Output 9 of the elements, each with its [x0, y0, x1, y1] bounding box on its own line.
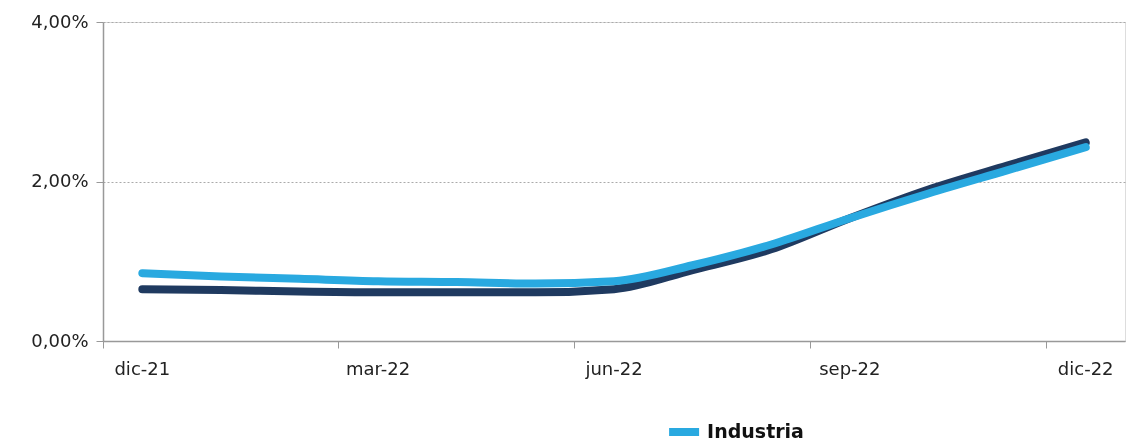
- legend-label: Industria: [707, 420, 804, 439]
- x-tick-label: dic-21: [114, 357, 171, 379]
- y-tick-label: 2,00%: [31, 170, 89, 191]
- y-tick-label: 4,00%: [31, 10, 89, 32]
- x-tick-label: mar-22: [346, 357, 411, 379]
- y-tick-label: 0,00%: [31, 329, 89, 351]
- x-tick-label: dic-22: [1057, 357, 1114, 379]
- x-tick-label: sep-22: [819, 357, 881, 379]
- x-tick-label: jun-22: [584, 357, 643, 379]
